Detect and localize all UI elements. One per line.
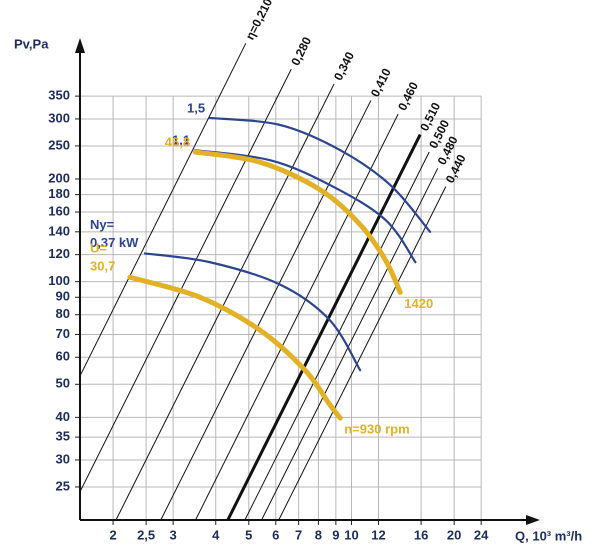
curve-prefix: U= xyxy=(90,241,107,256)
curve-label: 30,7 xyxy=(90,259,115,274)
efficiency-line xyxy=(195,113,399,521)
y-tick-label: 30 xyxy=(56,451,70,466)
y-tick-label: 300 xyxy=(48,110,70,125)
y-tick-label: 25 xyxy=(56,478,70,493)
x-tick-label: 2 xyxy=(109,527,116,542)
efficiency-line xyxy=(226,133,422,521)
curve-end-label: 1420 xyxy=(404,296,433,311)
efficiency-line xyxy=(278,186,447,521)
x-tick-label: 16 xyxy=(414,527,428,542)
curve-label: 0,37 kW xyxy=(90,235,139,250)
efficiency-line xyxy=(115,83,335,521)
fan-curve xyxy=(208,116,432,233)
y-tick-label: 60 xyxy=(56,349,70,364)
curve-label: 46,8 xyxy=(165,134,190,149)
efficiency-label: 0,410 xyxy=(368,66,394,99)
x-tick-label: 24 xyxy=(474,527,489,542)
x-tick-label: 9 xyxy=(332,527,339,542)
y-tick-label: 100 xyxy=(48,273,70,288)
y-axis-title: Pv,Pa xyxy=(14,36,49,51)
efficiency-line xyxy=(79,43,247,377)
x-tick-label: 3 xyxy=(170,527,177,542)
fan-curve xyxy=(192,149,403,295)
y-tick-label: 80 xyxy=(56,306,70,321)
efficiency-line xyxy=(261,168,439,521)
fan-curve xyxy=(194,149,417,264)
curve-label: 1,5 xyxy=(187,100,205,115)
x-tick-label: 2,5 xyxy=(137,527,155,542)
fan-curve xyxy=(143,252,362,372)
x-axis-arrow xyxy=(526,515,540,525)
y-tick-label: 40 xyxy=(56,409,70,424)
x-tick-label: 8 xyxy=(315,527,322,542)
efficiency-line xyxy=(160,100,372,521)
efficiency-label: 0,280 xyxy=(288,34,314,67)
curve-label: 1,1 xyxy=(172,133,190,148)
efficiency-label: 0,340 xyxy=(331,49,357,82)
y-tick-label: 200 xyxy=(48,170,70,185)
y-tick-label: 250 xyxy=(48,137,70,152)
curve-end-label: n=930 rpm xyxy=(344,422,409,437)
x-tick-label: 5 xyxy=(245,527,252,542)
curve-prefix: Ny= xyxy=(90,217,115,232)
y-tick-label: 50 xyxy=(56,376,70,391)
x-tick-label: 7 xyxy=(295,527,302,542)
x-tick-label: 20 xyxy=(447,527,461,542)
y-axis-arrow xyxy=(75,38,85,53)
y-tick-label: 350 xyxy=(48,88,70,103)
x-tick-label: 10 xyxy=(344,527,358,542)
x-tick-label: 12 xyxy=(371,527,385,542)
y-tick-label: 180 xyxy=(48,186,70,201)
y-tick-label: 35 xyxy=(56,429,70,444)
y-tick-label: 120 xyxy=(48,246,70,261)
efficiency-line xyxy=(79,68,292,492)
y-tick-label: 90 xyxy=(56,289,70,304)
fan-curve xyxy=(127,274,343,421)
x-axis-title: Q, 10³ m³/h xyxy=(515,528,582,543)
efficiency-line xyxy=(244,151,430,521)
y-tick-label: 160 xyxy=(48,203,70,218)
efficiency-label: η=0,210 xyxy=(243,0,276,42)
y-tick-label: 70 xyxy=(56,326,70,341)
x-tick-label: 4 xyxy=(212,527,220,542)
y-tick-label: 140 xyxy=(48,223,70,238)
x-tick-label: 6 xyxy=(272,527,279,542)
